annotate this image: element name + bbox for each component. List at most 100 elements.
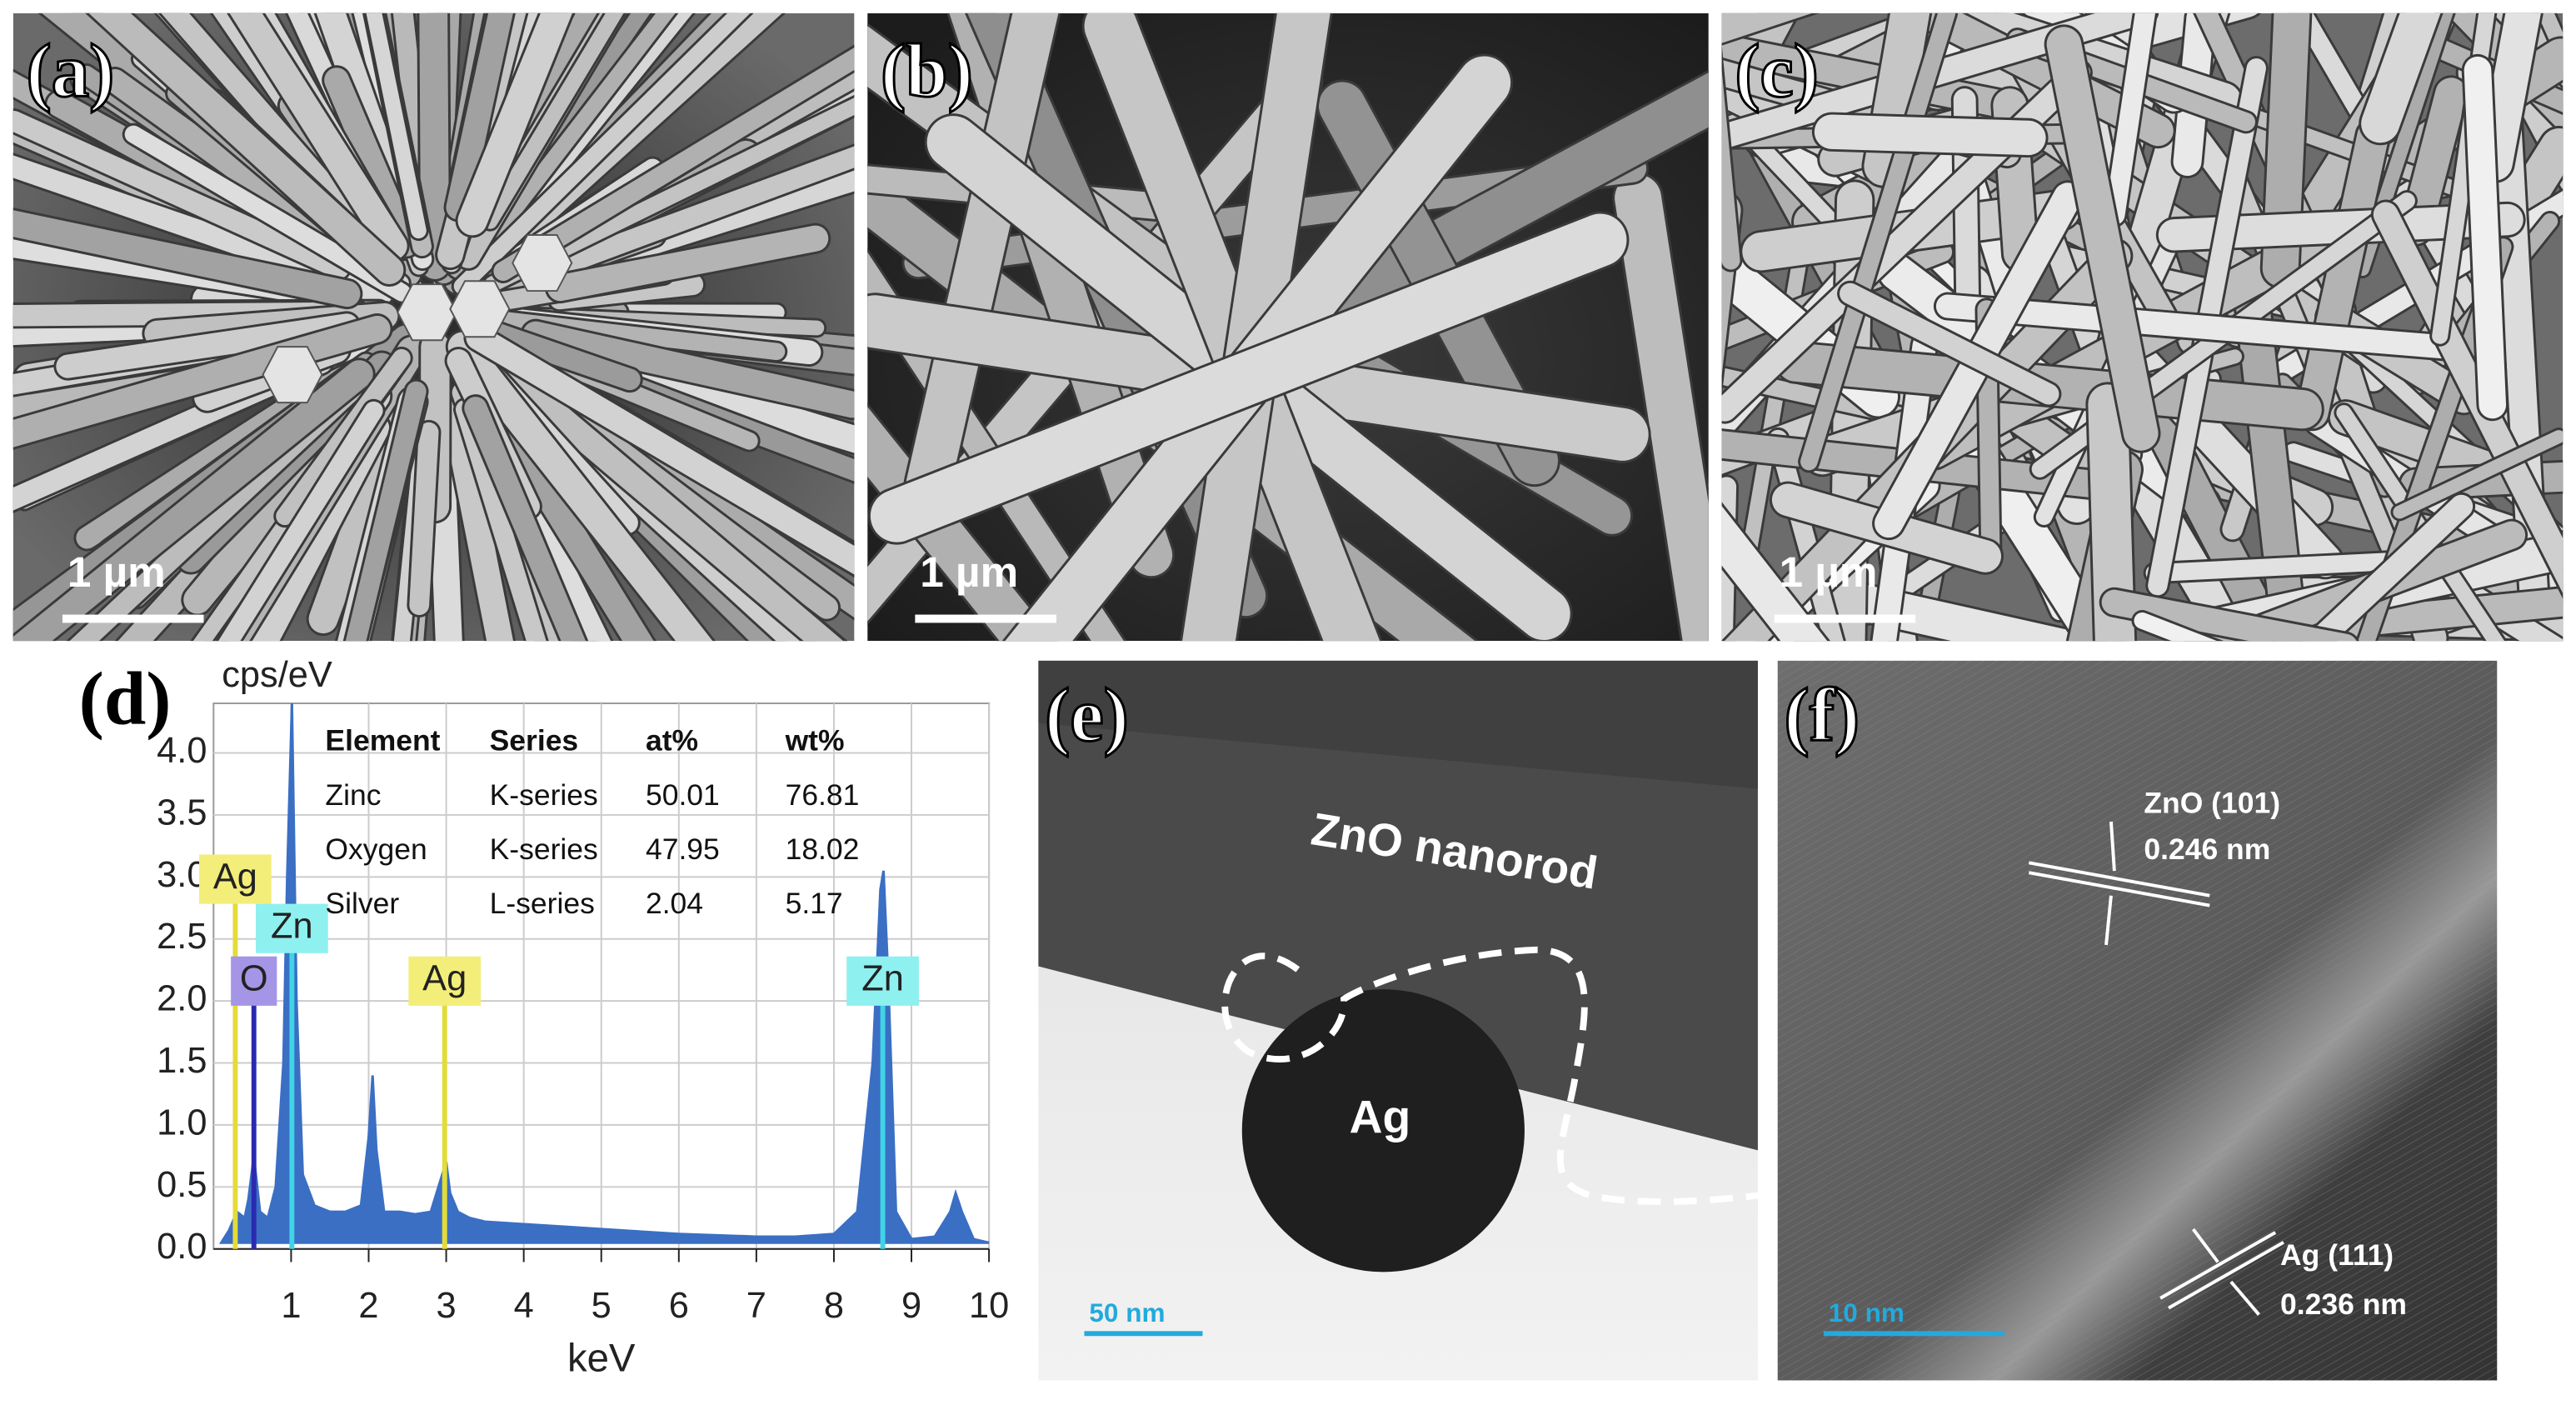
table-header: Element xyxy=(325,724,440,758)
rod xyxy=(1615,174,1709,642)
rod xyxy=(1840,282,2059,405)
rod xyxy=(392,12,436,233)
rod xyxy=(447,332,713,642)
panel-b xyxy=(867,12,1709,642)
rod-tip xyxy=(512,234,573,292)
rod xyxy=(1721,12,1812,43)
rod xyxy=(867,63,1321,622)
rod xyxy=(2393,430,2564,519)
rod xyxy=(1833,582,2118,642)
peak-label-box xyxy=(846,956,919,1006)
rod xyxy=(229,12,407,260)
nanorod xyxy=(1038,660,1758,1151)
rod-tip xyxy=(449,280,511,338)
y-tick-label: 0.0 xyxy=(157,1227,207,1267)
x-tick-label: 5 xyxy=(592,1286,612,1326)
ag-particle xyxy=(1241,989,1525,1272)
rod xyxy=(867,407,1056,642)
x-tick-label: 10 xyxy=(969,1286,1009,1326)
rod xyxy=(487,12,676,242)
scale-bar-label: 50 nm xyxy=(1089,1298,1165,1328)
rod xyxy=(2361,12,2441,143)
x-tick-label: 3 xyxy=(437,1286,457,1326)
rod xyxy=(2464,56,2507,419)
rod xyxy=(870,213,1627,542)
peak-label: Ag xyxy=(213,857,257,897)
annotation: ZnO (101) xyxy=(2144,787,2280,820)
rod xyxy=(483,322,641,391)
table-cell: 2.04 xyxy=(646,887,703,920)
table-cell: 18.02 xyxy=(786,832,860,866)
x-tick-label: 8 xyxy=(824,1286,844,1326)
y-tick-label: 1.5 xyxy=(157,1041,207,1081)
rod xyxy=(2296,120,2389,429)
dashed-outline xyxy=(1221,946,1758,1205)
rod xyxy=(2477,12,2541,181)
rod xyxy=(2537,12,2564,72)
rod xyxy=(2046,27,2159,451)
x-tick-label: 6 xyxy=(669,1286,689,1326)
panel-label: (e) xyxy=(1045,673,1129,758)
rod xyxy=(324,68,419,257)
rod xyxy=(56,313,359,378)
x-axis-label: keV xyxy=(567,1336,636,1380)
rod xyxy=(2134,612,2217,642)
table-cell: K-series xyxy=(490,778,598,812)
rod xyxy=(2088,384,2135,642)
table-cell: L-series xyxy=(490,887,595,920)
table-cell: K-series xyxy=(490,832,598,866)
rod xyxy=(1721,69,1740,270)
peak-label: Zn xyxy=(271,907,313,947)
rod xyxy=(88,12,404,284)
scale-bar xyxy=(1823,1331,2004,1337)
panel-label: (d) xyxy=(79,657,172,741)
annotation: 0.246 nm xyxy=(2144,832,2270,866)
rod xyxy=(12,155,332,283)
y-tick-label: 2.0 xyxy=(157,979,207,1019)
panel-label: (b) xyxy=(881,29,973,113)
table-cell: 5.17 xyxy=(786,887,843,920)
x-tick-label: 9 xyxy=(901,1286,921,1326)
y-tick-label: 0.5 xyxy=(157,1165,207,1205)
spectrum xyxy=(218,702,990,1244)
table-cell: Zinc xyxy=(325,778,381,812)
y-tick-label: 2.5 xyxy=(157,917,207,957)
rod xyxy=(457,12,572,236)
rod xyxy=(466,325,855,575)
peak-label-box xyxy=(199,854,272,904)
panel-e xyxy=(1038,660,1758,1381)
table-cell: Oxygen xyxy=(325,832,427,866)
y-tick-label: 3.0 xyxy=(157,855,207,895)
scale-bar xyxy=(62,614,204,623)
x-tick-label: 4 xyxy=(514,1286,534,1326)
table-cell: Silver xyxy=(325,887,399,920)
scale-bar-label: 10 nm xyxy=(1829,1298,1905,1328)
rod xyxy=(124,125,411,302)
rod xyxy=(12,210,361,308)
rod xyxy=(1800,12,1956,471)
panel-label: (f) xyxy=(1785,673,1860,758)
annotation: Ag xyxy=(1350,1091,1411,1142)
rod xyxy=(2234,272,2308,642)
table-cell: 76.81 xyxy=(786,778,860,812)
rod xyxy=(493,47,855,281)
scale-bar xyxy=(1774,614,1916,623)
rod xyxy=(2404,28,2564,112)
y-tick-label: 3.5 xyxy=(157,792,207,832)
rod xyxy=(522,321,855,418)
scale-bar xyxy=(1084,1331,1203,1337)
rod xyxy=(442,400,514,642)
peak-label: Zn xyxy=(861,959,904,999)
rod xyxy=(2262,12,2310,287)
rod xyxy=(2101,589,2357,642)
rod xyxy=(906,12,1059,507)
table-header: Series xyxy=(490,724,579,758)
rod xyxy=(102,69,353,256)
rod xyxy=(12,110,349,279)
rod xyxy=(476,344,844,642)
lattice-fringes xyxy=(1777,660,2498,1381)
table-header: at% xyxy=(646,724,698,758)
fringe-markers xyxy=(2028,821,2284,1316)
rod xyxy=(464,397,587,642)
